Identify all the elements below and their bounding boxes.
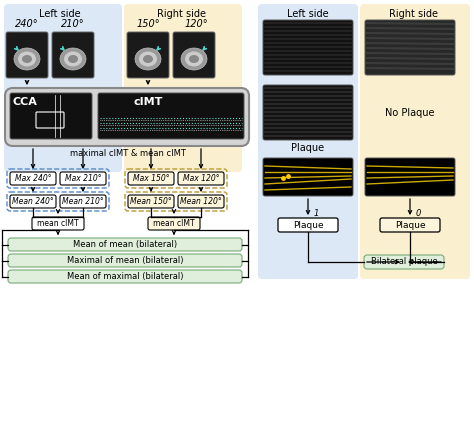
- FancyBboxPatch shape: [365, 20, 455, 75]
- Text: Mean of maximal (bilateral): Mean of maximal (bilateral): [67, 272, 183, 281]
- Text: Left side: Left side: [287, 9, 329, 19]
- FancyBboxPatch shape: [32, 217, 84, 230]
- FancyBboxPatch shape: [98, 93, 244, 139]
- FancyBboxPatch shape: [128, 195, 174, 208]
- Text: Right side: Right side: [157, 9, 207, 19]
- Text: Mean 240°: Mean 240°: [12, 197, 54, 206]
- Text: No Plaque: No Plaque: [385, 108, 435, 117]
- Text: 240°: 240°: [15, 19, 39, 29]
- FancyBboxPatch shape: [278, 218, 338, 232]
- FancyBboxPatch shape: [60, 195, 106, 208]
- Text: Mean 120°: Mean 120°: [180, 197, 222, 206]
- Text: Mean 150°: Mean 150°: [130, 197, 172, 206]
- Ellipse shape: [135, 48, 161, 70]
- Text: 210°: 210°: [61, 19, 85, 29]
- FancyBboxPatch shape: [8, 238, 242, 251]
- FancyBboxPatch shape: [263, 158, 353, 196]
- Text: Max 240°: Max 240°: [15, 174, 51, 183]
- Text: CCA: CCA: [13, 97, 37, 107]
- Text: 120°: 120°: [184, 19, 208, 29]
- Text: mean cIMT: mean cIMT: [153, 219, 195, 228]
- FancyBboxPatch shape: [263, 20, 353, 75]
- Text: Bilateral plaque: Bilateral plaque: [371, 257, 438, 267]
- Ellipse shape: [64, 51, 82, 67]
- FancyBboxPatch shape: [173, 32, 215, 78]
- Ellipse shape: [60, 48, 86, 70]
- FancyBboxPatch shape: [178, 172, 224, 185]
- Ellipse shape: [189, 55, 199, 63]
- FancyBboxPatch shape: [124, 4, 242, 172]
- FancyBboxPatch shape: [8, 270, 242, 283]
- FancyBboxPatch shape: [10, 172, 56, 185]
- FancyBboxPatch shape: [5, 88, 249, 146]
- FancyBboxPatch shape: [360, 4, 470, 279]
- FancyBboxPatch shape: [258, 4, 358, 279]
- Ellipse shape: [18, 51, 36, 67]
- Text: Plaque: Plaque: [395, 220, 425, 229]
- Ellipse shape: [143, 55, 153, 63]
- Text: mean cIMT: mean cIMT: [37, 219, 79, 228]
- FancyBboxPatch shape: [4, 4, 122, 172]
- FancyBboxPatch shape: [263, 85, 353, 140]
- Text: Mean 210°: Mean 210°: [62, 197, 104, 206]
- Text: Left side: Left side: [39, 9, 81, 19]
- Text: 1: 1: [313, 209, 319, 218]
- Text: Max 120°: Max 120°: [182, 174, 219, 183]
- FancyBboxPatch shape: [148, 217, 200, 230]
- FancyBboxPatch shape: [365, 158, 455, 196]
- Text: Max 210°: Max 210°: [64, 174, 101, 183]
- Text: Mean of mean (bilateral): Mean of mean (bilateral): [73, 240, 177, 249]
- Text: Plaque: Plaque: [292, 220, 323, 229]
- FancyBboxPatch shape: [127, 32, 169, 78]
- Text: Right side: Right side: [390, 9, 438, 19]
- Text: 0: 0: [415, 209, 421, 218]
- FancyBboxPatch shape: [60, 172, 106, 185]
- Text: Maximal of mean (bilateral): Maximal of mean (bilateral): [67, 256, 183, 265]
- FancyBboxPatch shape: [10, 93, 92, 139]
- FancyBboxPatch shape: [8, 254, 242, 267]
- FancyBboxPatch shape: [380, 218, 440, 232]
- Text: Max 150°: Max 150°: [133, 174, 169, 183]
- Text: 150°: 150°: [136, 19, 160, 29]
- FancyBboxPatch shape: [52, 32, 94, 78]
- Ellipse shape: [14, 48, 40, 70]
- Text: maximal cIMT & mean cIMT: maximal cIMT & mean cIMT: [70, 148, 186, 157]
- FancyBboxPatch shape: [10, 195, 56, 208]
- Text: Plaque: Plaque: [292, 143, 325, 153]
- FancyBboxPatch shape: [178, 195, 224, 208]
- Ellipse shape: [68, 55, 78, 63]
- Ellipse shape: [185, 51, 203, 67]
- Ellipse shape: [22, 55, 32, 63]
- Text: cIMT: cIMT: [133, 97, 163, 107]
- FancyBboxPatch shape: [128, 172, 174, 185]
- FancyBboxPatch shape: [6, 32, 48, 78]
- Ellipse shape: [181, 48, 207, 70]
- Ellipse shape: [139, 51, 157, 67]
- FancyBboxPatch shape: [364, 255, 444, 269]
